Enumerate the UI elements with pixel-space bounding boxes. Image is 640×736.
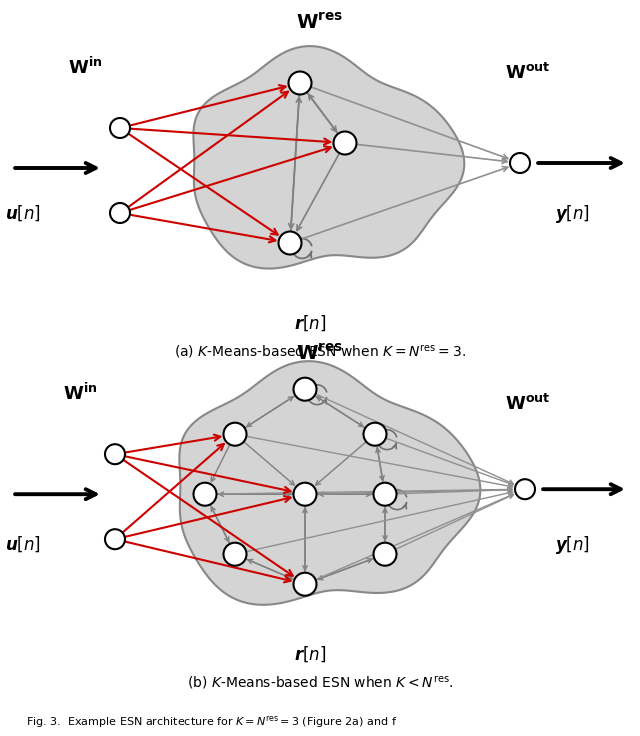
Text: $\boldsymbol{u}[n]$: $\boldsymbol{u}[n]$: [5, 534, 41, 553]
Text: $\mathbf{W}^{\mathbf{res}}$: $\mathbf{W}^{\mathbf{res}}$: [296, 13, 344, 33]
Text: $\mathbf{W}^{\mathbf{res}}$: $\mathbf{W}^{\mathbf{res}}$: [296, 344, 344, 364]
Circle shape: [374, 483, 397, 506]
Circle shape: [294, 378, 317, 400]
Circle shape: [193, 483, 216, 506]
Circle shape: [105, 529, 125, 549]
Circle shape: [105, 445, 125, 464]
Polygon shape: [193, 46, 464, 269]
Text: $\mathbf{W}^{\mathbf{out}}$: $\mathbf{W}^{\mathbf{out}}$: [505, 63, 550, 83]
Circle shape: [333, 132, 356, 155]
Circle shape: [110, 118, 130, 138]
Polygon shape: [179, 361, 481, 605]
Circle shape: [278, 232, 301, 255]
Circle shape: [515, 479, 535, 499]
Text: $\boldsymbol{u}[n]$: $\boldsymbol{u}[n]$: [5, 203, 41, 222]
Circle shape: [223, 542, 246, 566]
Circle shape: [223, 422, 246, 446]
Circle shape: [510, 153, 530, 173]
Text: $\boldsymbol{r}[n]$: $\boldsymbol{r}[n]$: [294, 644, 326, 664]
Text: $\mathbf{W}^{\mathbf{in}}$: $\mathbf{W}^{\mathbf{in}}$: [63, 383, 97, 404]
Circle shape: [294, 573, 317, 595]
Text: $\mathbf{W}^{\mathbf{in}}$: $\mathbf{W}^{\mathbf{in}}$: [68, 57, 102, 78]
Circle shape: [110, 203, 130, 223]
Text: $\boldsymbol{y}[n]$: $\boldsymbol{y}[n]$: [555, 203, 590, 225]
Circle shape: [289, 71, 312, 94]
Text: Fig. 3.  Example ESN architecture for $K = N^{\mathrm{res}} = 3$ (Figure 2a) and: Fig. 3. Example ESN architecture for $K …: [26, 715, 397, 730]
Text: $\mathbf{W}^{\mathbf{out}}$: $\mathbf{W}^{\mathbf{out}}$: [505, 394, 550, 414]
Text: $\boldsymbol{r}[n]$: $\boldsymbol{r}[n]$: [294, 313, 326, 333]
Circle shape: [294, 483, 317, 506]
Text: $\boldsymbol{y}[n]$: $\boldsymbol{y}[n]$: [555, 534, 590, 556]
Text: (a) $K$-Means-based ESN when $K = N^{\mathrm{res}} = 3$.: (a) $K$-Means-based ESN when $K = N^{\ma…: [174, 343, 466, 360]
Text: (b) $K$-Means-based ESN when $K < N^{\mathrm{res}}$.: (b) $K$-Means-based ESN when $K < N^{\ma…: [187, 674, 453, 691]
Circle shape: [364, 422, 387, 446]
Circle shape: [374, 542, 397, 566]
